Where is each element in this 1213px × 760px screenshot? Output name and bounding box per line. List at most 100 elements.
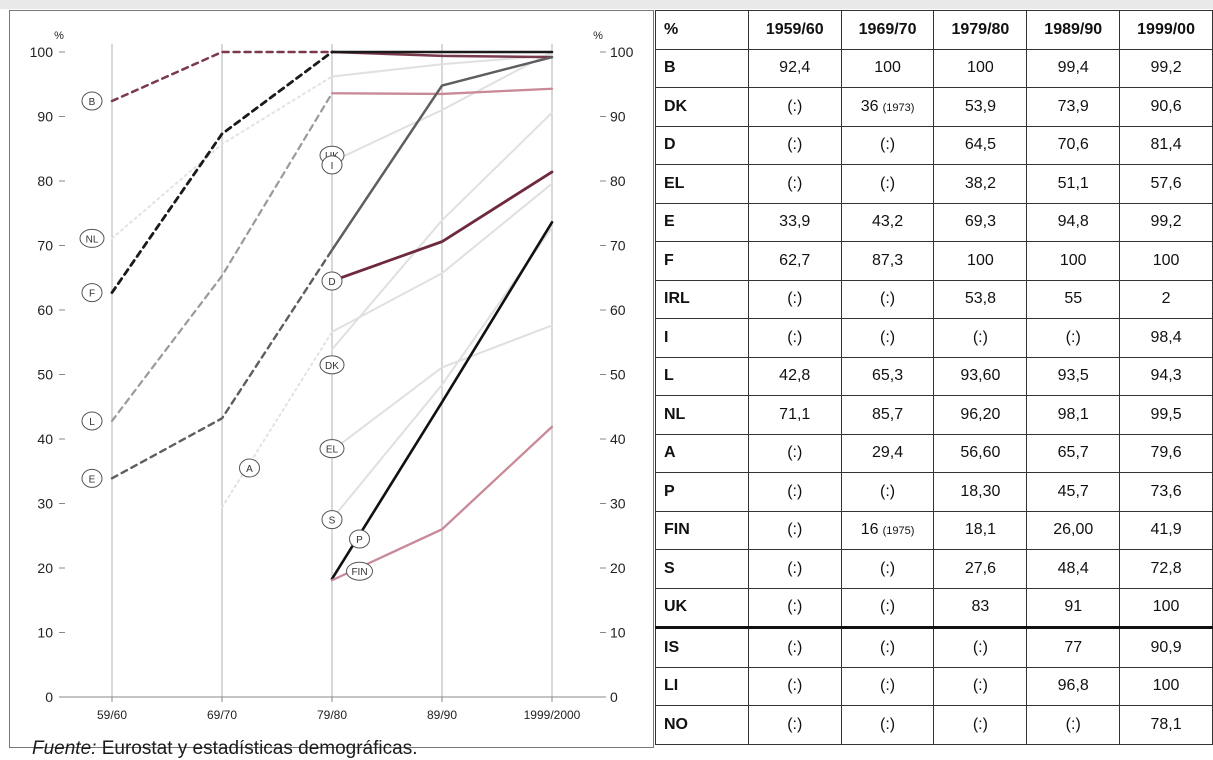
row-country: P — [655, 472, 749, 512]
row-country: L — [655, 356, 749, 396]
table-cell: 91 — [1026, 587, 1121, 628]
table-cell: 94,3 — [1119, 356, 1213, 396]
table-row: IRL (:) (:) 53,8 55 2 — [655, 279, 1213, 319]
table-cell: 93,60 — [933, 356, 1028, 396]
table-cell: (:) — [747, 472, 842, 512]
table-cell: 78,1 — [1119, 705, 1213, 745]
row-country: I — [655, 318, 749, 358]
table-cell: (:) — [840, 705, 935, 745]
table-cell: 64,5 — [933, 125, 1028, 165]
cell-value: (:) — [880, 638, 896, 656]
table-cell: (:) — [840, 125, 935, 165]
cell-value: (:) — [972, 715, 988, 733]
cell-value: (:) — [787, 521, 803, 539]
x-tick-label: 59/60 — [97, 708, 127, 722]
cell-note: (1973) — [882, 101, 915, 114]
cell-value: 72,8 — [1150, 559, 1182, 577]
table-row: FIN (:) 16 (1975) 18,1 26,00 41,9 — [655, 510, 1213, 550]
cell-value: 64,5 — [964, 136, 996, 154]
table-row: S (:) (:) 27,6 48,4 72,8 — [655, 549, 1213, 589]
series-line-nl — [111, 75, 333, 240]
cell-value: (:) — [880, 328, 896, 346]
point-label: L — [89, 417, 95, 428]
cell-value: 43,2 — [872, 213, 904, 231]
cell-value: (:) — [880, 598, 896, 616]
cell-value: 16 — [860, 521, 879, 539]
y-tick-label-left: 60 — [37, 302, 53, 318]
cell-value: 2 — [1161, 290, 1171, 308]
header-1989-90: 1989/90 — [1026, 10, 1121, 50]
cell-value: (:) — [787, 444, 803, 462]
point-label-badge — [319, 355, 345, 375]
table-cell: 90,6 — [1119, 87, 1213, 127]
cell-note: (1975) — [882, 525, 915, 538]
row-country: F — [655, 241, 749, 281]
table-row: A (:) 29,4 56,60 65,7 79,6 — [655, 433, 1213, 473]
table-cell: (:) — [747, 279, 842, 319]
cell-value: 87,3 — [872, 251, 904, 269]
table-cell: 27,6 — [933, 549, 1028, 589]
cell-value: 98,4 — [1150, 328, 1182, 346]
table-cell: (:) — [933, 666, 1028, 706]
table-cell: 98,1 — [1026, 395, 1121, 435]
table-cell: 85,7 — [840, 395, 935, 435]
table-row: D (:) (:) 64,5 70,6 81,4 — [655, 125, 1213, 165]
point-label-badge — [319, 439, 345, 459]
point-label: S — [329, 516, 336, 527]
table-cell: 38,2 — [933, 164, 1028, 204]
table-row: F 62,7 87,3 100 100 100 — [655, 241, 1213, 281]
series-line-l-solid — [330, 87, 554, 96]
table-body: B 92,4 100 100 99,4 99,2 DK (:) 36 (1973) 53,9 73,9… — [655, 48, 1213, 745]
table-row: DK (:) 36 (1973) 53,9 73,9 90,6 — [655, 87, 1213, 127]
row-country: IRL — [655, 279, 749, 319]
point-label: DK — [325, 361, 339, 372]
table-cell: 71,1 — [747, 395, 842, 435]
cell-value: 18,1 — [964, 521, 996, 539]
table-cell: 70,6 — [1026, 125, 1121, 165]
table-row: I (:) (:) (:) (:) 98,4 — [655, 318, 1213, 358]
y-tick-label-right: 50 — [610, 367, 626, 383]
cell-value: (:) — [787, 290, 803, 308]
cell-value: (:) — [880, 677, 896, 695]
table-cell: 57,6 — [1119, 164, 1213, 204]
table-cell: 16 (1975) — [840, 510, 935, 550]
cell-value: 70,6 — [1057, 136, 1089, 154]
table-row: P (:) (:) 18,30 45,7 73,6 — [655, 472, 1213, 512]
cell-value: 53,9 — [964, 97, 996, 115]
table-cell: (:) — [747, 626, 842, 668]
header-1999-00: 1999/00 — [1119, 10, 1213, 50]
point-label-badge — [81, 283, 103, 303]
row-country: NL — [655, 395, 749, 435]
table-cell: (:) — [933, 626, 1028, 668]
cell-value: 93,5 — [1057, 367, 1089, 385]
table-cell: 87,3 — [840, 241, 935, 281]
series-line-uk — [331, 51, 553, 163]
cell-value: 94,3 — [1150, 367, 1182, 385]
chart-panel: 0 0 10 10 20 20 30 30 40 40 50 50 60 60 70 70 80 80 90 90 10… — [9, 10, 654, 759]
table-row: NO (:) (:) (:) (:) 78,1 — [655, 705, 1213, 745]
table-cell: (:) — [747, 705, 842, 745]
header-1959-60: 1959/60 — [747, 10, 842, 50]
y-tick-label-left: 80 — [37, 173, 53, 189]
cell-value: 93,60 — [960, 367, 1001, 385]
y-unit-right: % — [593, 30, 603, 42]
cell-value: (:) — [880, 559, 896, 577]
table-cell: 100 — [1119, 587, 1213, 628]
table-cell: 99,4 — [1026, 48, 1121, 88]
y-tick-label-right: 30 — [610, 496, 626, 512]
point-label: P — [356, 535, 363, 546]
cell-value: 71,1 — [779, 405, 811, 423]
table-cell: 100 — [1119, 666, 1213, 706]
table-cell: 73,9 — [1026, 87, 1121, 127]
table-cell: (:) — [933, 705, 1028, 745]
cell-value: 36 — [860, 97, 879, 115]
point-label-badge — [79, 228, 105, 248]
series-line-b — [110, 50, 334, 103]
cell-value: (:) — [880, 136, 896, 154]
series-line-f — [110, 50, 334, 294]
cell-value: (:) — [1065, 715, 1081, 733]
series-line-el — [331, 324, 553, 452]
table-cell: (:) — [933, 318, 1028, 358]
table-cell: 69,3 — [933, 202, 1028, 242]
point-label: E — [89, 474, 96, 485]
